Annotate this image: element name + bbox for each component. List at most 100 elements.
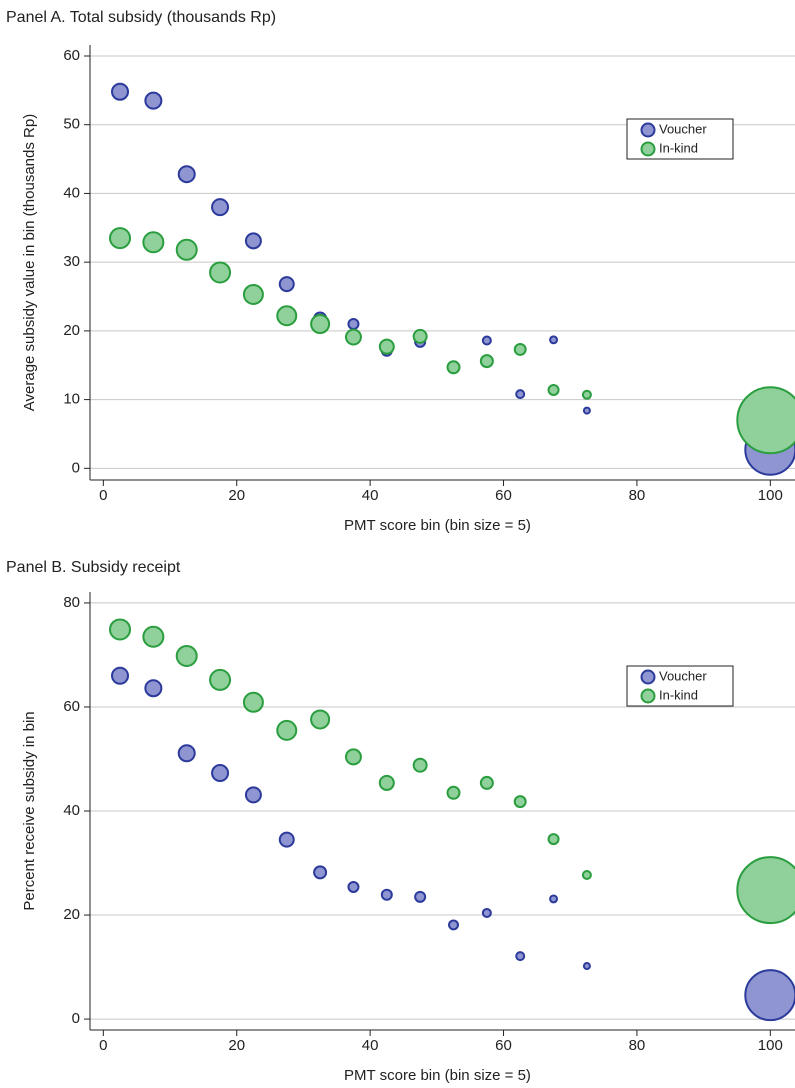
y-tick-label: 30 [63,253,80,270]
bubble [412,328,428,344]
bubble [479,354,494,369]
x-tick-label: 80 [629,487,646,504]
legend-label: Voucher [659,121,707,136]
bubble [242,691,264,713]
y-axis-title: Percent receive subsidy in bin [21,711,38,910]
legend: Voucher In-kind [626,665,734,707]
x-tick-label: 60 [495,1037,512,1054]
y-tick-label: 20 [63,906,80,923]
x-tick-label: 0 [99,1037,107,1054]
bubble [549,894,559,904]
bubble [276,305,298,327]
legend-label: In-kind [659,140,698,155]
bubble [177,165,196,184]
bubble [582,962,591,971]
bubble [175,238,198,261]
y-tick-label: 0 [72,1010,80,1027]
bubble [313,865,328,880]
y-tick-label: 10 [63,391,80,408]
y-tick-label: 40 [63,802,80,819]
y-tick-label: 60 [63,698,80,715]
bubble [310,314,331,335]
bubble [142,231,165,254]
bubble [347,880,360,893]
y-tick-label: 50 [63,116,80,133]
legend-label: In-kind [659,687,698,702]
x-axis-title: PMT score bin (bin size = 5) [344,517,531,534]
bubble [479,775,494,790]
y-axis-title: Average subsidy value in bin (thousands … [21,114,38,411]
bubble [344,328,362,346]
bubble [347,318,360,331]
bubble [211,764,230,783]
bubble [177,744,196,763]
y-tick-label: 40 [63,184,80,201]
bubble [109,227,132,250]
legend-marker [640,688,656,704]
plot-area [109,618,795,1022]
x-tick-label: 40 [362,1037,379,1054]
legend-marker [640,141,656,157]
bubble [736,386,795,455]
bubble [278,276,295,293]
plot-area [109,82,795,476]
bubble [111,82,130,101]
bubble [111,666,130,685]
legend-label: Voucher [659,668,707,683]
bubble [549,335,559,345]
panel-title: Panel B. Subsidy receipt [6,559,181,576]
bubble [547,833,560,846]
x-tick-label: 40 [362,487,379,504]
legend-marker [640,669,656,685]
y-tick-label: 20 [63,322,80,339]
bubble [446,360,461,375]
legend: Voucher In-kind [626,118,734,160]
bubble [209,668,232,691]
bubble [448,919,459,931]
bubble [481,335,492,346]
legend-marker [640,122,656,138]
bubble [242,283,264,305]
y-tick-label: 0 [72,459,80,476]
x-tick-label: 100 [758,487,783,504]
bubble [244,232,262,250]
y-tick-label: 80 [63,594,80,611]
panel: Panel B. Subsidy receipt 0 20 40 60 80 0 20 40 60… [6,559,795,1084]
bubble [378,338,395,355]
bubble [144,679,163,698]
bubble [446,785,461,800]
bubble [109,618,132,641]
bubble [278,831,295,848]
bubble [513,342,527,356]
bubble [481,907,492,918]
x-tick-label: 20 [228,1037,245,1054]
bubble [515,389,526,400]
bubble [276,719,298,741]
x-tick-label: 20 [228,487,245,504]
bubble [744,969,795,1022]
x-axis-title: PMT score bin (bin size = 5) [344,1067,531,1084]
bubble [211,198,230,217]
bubble [414,890,427,903]
x-tick-label: 60 [495,487,512,504]
bubble [244,786,262,804]
x-tick-label: 80 [629,1037,646,1054]
x-tick-label: 0 [99,487,107,504]
bubble [209,261,232,284]
bubble [515,951,526,962]
bubble [380,888,393,901]
bubble [581,389,592,400]
bubble [378,774,395,791]
bubble [175,644,198,667]
bubble [344,748,362,766]
bubble [581,869,592,880]
bubble [547,383,560,396]
bubble [582,406,591,415]
bubble [144,91,163,110]
bubble [412,757,428,773]
bubble [513,795,527,809]
bubble [142,625,165,648]
bubble [310,709,331,730]
y-tick-label: 60 [63,47,80,64]
